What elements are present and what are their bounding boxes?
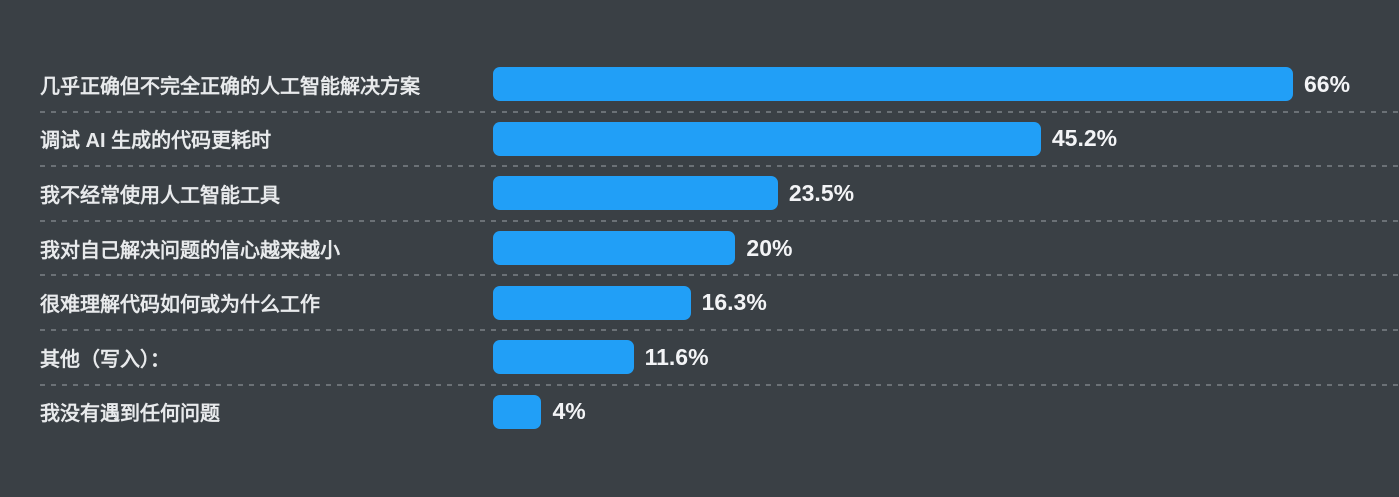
- chart-row: 我对自己解决问题的信心越来越小 20%: [0, 222, 1399, 275]
- category-label: 我不经常使用人工智能工具: [40, 184, 280, 207]
- chart-row: 其他（写入）： 11.6%: [0, 331, 1399, 384]
- row-separator: [40, 328, 1399, 331]
- chart-row: 几乎正确但不完全正确的人工智能解决方案 66%: [0, 58, 1399, 111]
- category-label: 我没有遇到任何问题: [40, 403, 220, 426]
- bar-area: 45.2%: [493, 121, 1399, 156]
- bar: [493, 394, 542, 429]
- category-label: 调试 AI 生成的代码更耗时: [40, 130, 272, 153]
- row-separator: [40, 219, 1399, 222]
- value-label: 4%: [552, 398, 586, 425]
- value-label: 20%: [746, 234, 793, 261]
- value-label: 66%: [1304, 70, 1351, 97]
- bar-area: 11.6%: [493, 340, 1399, 375]
- bar: [493, 231, 736, 266]
- bar: [493, 285, 691, 320]
- category-label: 我对自己解决问题的信心越来越小: [40, 239, 340, 262]
- chart-row: 很难理解代码如何或为什么工作 16.3%: [0, 276, 1399, 329]
- category-label: 很难理解代码如何或为什么工作: [40, 294, 320, 317]
- bar-chart: 几乎正确但不完全正确的人工智能解决方案 66% 调试 AI 生成的代码更耗时 4…: [0, 58, 1399, 439]
- bar: [493, 176, 778, 211]
- row-separator: [40, 165, 1399, 168]
- bar: [493, 67, 1293, 102]
- bar-area: 66%: [493, 67, 1399, 102]
- bar-area: 23.5%: [493, 176, 1399, 211]
- row-separator: [40, 274, 1399, 277]
- value-label: 16.3%: [701, 289, 767, 316]
- bar-area: 4%: [493, 394, 1399, 429]
- row-separator: [40, 383, 1399, 386]
- category-label: 其他（写入）：: [40, 348, 170, 371]
- chart-row: 我没有遇到任何问题 4%: [0, 386, 1399, 439]
- bar-area: 20%: [493, 231, 1399, 266]
- value-label: 11.6%: [644, 343, 709, 370]
- row-separator: [40, 110, 1399, 113]
- chart-row: 调试 AI 生成的代码更耗时 45.2%: [0, 113, 1399, 166]
- value-label: 23.5%: [788, 179, 855, 206]
- chart-row: 我不经常使用人工智能工具 23.5%: [0, 167, 1399, 220]
- bar-area: 16.3%: [493, 285, 1399, 320]
- bar: [493, 340, 634, 375]
- bar: [493, 121, 1041, 156]
- value-label: 45.2%: [1051, 125, 1118, 152]
- category-label: 几乎正确但不完全正确的人工智能解决方案: [40, 75, 420, 98]
